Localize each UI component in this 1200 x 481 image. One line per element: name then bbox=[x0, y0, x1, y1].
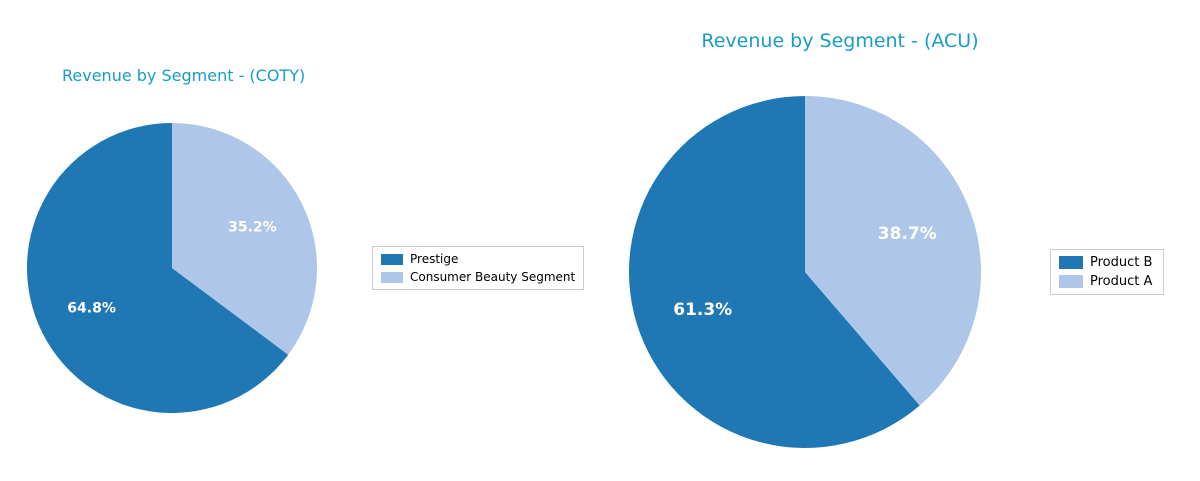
legend-swatch-prestige bbox=[381, 253, 403, 265]
legend-item-product-b: Product B bbox=[1059, 255, 1155, 270]
pie-pct-label-product-a: 38.7% bbox=[878, 224, 937, 244]
pie-chart-coty: 64.8% 35.2% bbox=[27, 123, 318, 413]
legend-label-product-b: Product B bbox=[1090, 255, 1153, 270]
chart-coty: Revenue by Segment - (COTY) 64.8% 35.2% P… bbox=[27, 66, 585, 413]
legend-swatch-product-b bbox=[1059, 256, 1083, 269]
legend-item-product-a: Product A bbox=[1059, 274, 1155, 289]
pie-pct-label-product-b: 61.3% bbox=[673, 300, 732, 320]
pie-pct-label-prestige: 64.8% bbox=[67, 300, 116, 316]
legend-label-prestige: Prestige bbox=[410, 252, 459, 266]
legend-label-product-a: Product A bbox=[1090, 274, 1153, 289]
pie-chart-acu: 61.3% 38.7% bbox=[628, 95, 981, 449]
pie-slice-product-a bbox=[805, 96, 981, 406]
legend-coty: Prestige Consumer Beauty Segment bbox=[372, 246, 585, 290]
pie-slice-product-b bbox=[628, 95, 920, 449]
legend-label-consumer-beauty-segment: Consumer Beauty Segment bbox=[410, 270, 576, 284]
chart-acu: Revenue by Segment - (ACU) 61.3% 38.7% Pr… bbox=[600, 0, 1200, 481]
chart-title-acu: Revenue by Segment - (ACU) bbox=[701, 30, 979, 52]
pie-slice-prestige bbox=[27, 123, 289, 413]
pie-pct-label-consumer-beauty-segment: 35.2% bbox=[228, 220, 277, 236]
legend-swatch-product-a bbox=[1059, 275, 1083, 288]
legend-swatch-consumer-beauty-segment bbox=[381, 271, 403, 283]
pie-slice-consumer-beauty-segment bbox=[172, 123, 318, 355]
legend-acu: Product B Product A bbox=[1050, 249, 1164, 295]
legend-item-consumer-beauty-segment: Consumer Beauty Segment bbox=[381, 270, 575, 284]
legend-item-prestige: Prestige bbox=[381, 252, 575, 266]
chart-title-coty: Revenue by Segment - (COTY) bbox=[62, 66, 306, 85]
